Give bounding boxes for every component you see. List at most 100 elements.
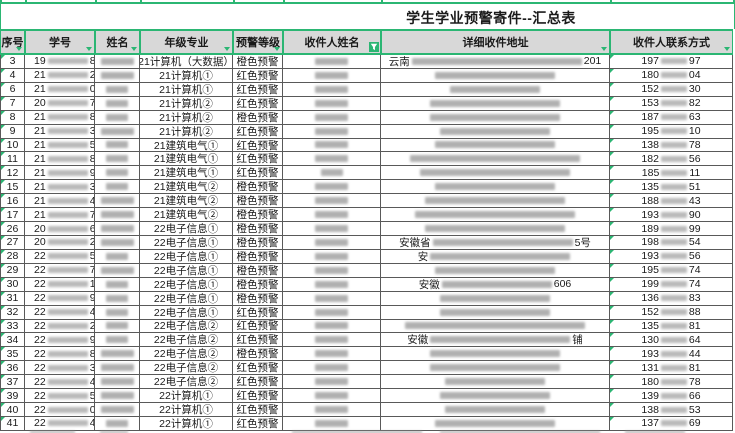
cell-name[interactable] bbox=[95, 291, 140, 306]
cell-name[interactable] bbox=[95, 333, 140, 348]
cell-phone[interactable]: 138 78 bbox=[610, 138, 733, 153]
cell-recipient[interactable] bbox=[283, 55, 381, 69]
cell-major[interactable]: 21建筑电气① bbox=[140, 152, 233, 167]
cell-phone[interactable]: 193 90 bbox=[610, 208, 733, 223]
cell-address[interactable]: 安徽省 5号 bbox=[381, 235, 610, 250]
filter-dropdown-arrow[interactable] bbox=[224, 47, 230, 51]
cell-address[interactable] bbox=[381, 138, 610, 153]
cell-address[interactable]: 云南 201 bbox=[381, 55, 610, 69]
cell-seq[interactable]: 36 bbox=[0, 361, 25, 376]
cell-seq[interactable]: 15 bbox=[0, 180, 25, 195]
cell-phone[interactable]: 138 53 bbox=[610, 403, 733, 417]
cell-major[interactable]: 21建筑电气② bbox=[140, 194, 233, 209]
cell-phone[interactable]: 131 81 bbox=[610, 361, 733, 376]
cell-address[interactable] bbox=[381, 110, 610, 125]
header-major[interactable]: 年级专业 bbox=[140, 31, 233, 53]
cell-seq[interactable]: 26 bbox=[0, 222, 25, 236]
cell-seq[interactable]: 33 bbox=[0, 319, 25, 334]
cell-student-id[interactable]: 21 8 bbox=[25, 110, 95, 125]
cell-name[interactable] bbox=[95, 305, 140, 320]
cell-phone[interactable]: 180 78 bbox=[610, 375, 733, 390]
cell-major[interactable]: 22电子信息② bbox=[140, 319, 233, 334]
cell-phone[interactable]: 188 43 bbox=[610, 194, 733, 209]
cell-warning-level[interactable]: 红色预警 bbox=[233, 361, 283, 376]
cell-seq[interactable]: 4 bbox=[0, 68, 25, 83]
cell-warning-level[interactable]: 橙色预警 bbox=[233, 277, 283, 292]
cell-student-id[interactable]: 21 5 bbox=[25, 138, 95, 153]
cell-recipient[interactable] bbox=[283, 235, 381, 250]
cell-warning-level[interactable]: 红色预警 bbox=[233, 319, 283, 334]
filter-dropdown-arrow[interactable] bbox=[16, 47, 22, 51]
cell-name[interactable] bbox=[95, 375, 140, 390]
cell-major[interactable]: 21计算机① bbox=[140, 82, 233, 97]
cell-recipient[interactable] bbox=[283, 361, 381, 376]
cell-phone[interactable]: 198 54 bbox=[610, 235, 733, 250]
cell-major[interactable]: 22电子信息① bbox=[140, 222, 233, 236]
cell-name[interactable] bbox=[95, 222, 140, 236]
cell-phone[interactable]: 199 74 bbox=[610, 277, 733, 292]
cell-student-id[interactable]: 20 6 bbox=[25, 222, 95, 236]
cell-seq[interactable]: 32 bbox=[0, 305, 25, 320]
filter-dropdown-arrow[interactable] bbox=[131, 47, 137, 51]
cell-address[interactable] bbox=[381, 416, 610, 431]
cell-name[interactable] bbox=[95, 347, 140, 362]
cell-student-id[interactable]: 21 0 bbox=[25, 82, 95, 97]
cell-seq[interactable]: 16 bbox=[0, 194, 25, 209]
cell-seq[interactable]: 7 bbox=[0, 96, 25, 111]
cell-phone[interactable]: 189 99 bbox=[610, 222, 733, 236]
cell-warning-level[interactable]: 橙色预警 bbox=[233, 263, 283, 278]
cell-recipient[interactable] bbox=[283, 305, 381, 320]
cell-warning-level[interactable]: 橙色预警 bbox=[233, 194, 283, 209]
cell-recipient[interactable] bbox=[283, 375, 381, 390]
cell-warning-level[interactable]: 红色预警 bbox=[233, 124, 283, 139]
cell-recipient[interactable] bbox=[283, 110, 381, 125]
cell-address[interactable] bbox=[381, 180, 610, 195]
cell-address[interactable] bbox=[381, 389, 610, 404]
cell-name[interactable] bbox=[95, 361, 140, 376]
cell-address[interactable] bbox=[381, 208, 610, 223]
cell-address[interactable] bbox=[381, 291, 610, 306]
cell-phone[interactable]: 197 97 bbox=[610, 55, 733, 69]
funnel-icon[interactable] bbox=[369, 42, 379, 52]
cell-student-id[interactable]: 20 2 bbox=[25, 235, 95, 250]
cell-address[interactable] bbox=[381, 82, 610, 97]
cell-major[interactable]: 21建筑电气① bbox=[140, 166, 233, 181]
cell-warning-level[interactable]: 橙色预警 bbox=[233, 208, 283, 223]
cell-recipient[interactable] bbox=[283, 347, 381, 362]
cell-student-id[interactable]: 22 5 bbox=[25, 389, 95, 404]
header-recipient[interactable]: 收件人姓名 bbox=[283, 31, 381, 53]
cell-major[interactable]: 22电子信息① bbox=[140, 291, 233, 306]
cell-student-id[interactable]: 22 3 bbox=[25, 361, 95, 376]
cell-name[interactable] bbox=[95, 403, 140, 417]
cell-warning-level[interactable]: 红色预警 bbox=[233, 82, 283, 97]
cell-recipient[interactable] bbox=[283, 389, 381, 404]
cell-warning-level[interactable]: 红色预警 bbox=[233, 152, 283, 167]
cell-major[interactable]: 22电子信息① bbox=[140, 263, 233, 278]
cell-recipient[interactable] bbox=[283, 166, 381, 181]
cell-major[interactable]: 22计算机① bbox=[140, 403, 233, 417]
cell-student-id[interactable]: 21 7 bbox=[25, 208, 95, 223]
filter-dropdown-arrow[interactable] bbox=[274, 47, 280, 51]
cell-seq[interactable]: 31 bbox=[0, 291, 25, 306]
cell-phone[interactable]: 136 83 bbox=[610, 291, 733, 306]
cell-student-id[interactable]: 22 8 bbox=[25, 347, 95, 362]
cell-name[interactable] bbox=[95, 152, 140, 167]
cell-warning-level[interactable]: 橙色预警 bbox=[233, 55, 283, 69]
cell-phone[interactable]: 135 51 bbox=[610, 180, 733, 195]
cell-address[interactable]: 安 bbox=[381, 249, 610, 264]
cell-recipient[interactable] bbox=[283, 82, 381, 97]
cell-seq[interactable]: 9 bbox=[0, 124, 25, 139]
cell-major[interactable]: 22电子信息① bbox=[140, 249, 233, 264]
cell-phone[interactable]: 130 64 bbox=[610, 333, 733, 348]
cell-student-id[interactable]: 22 1 bbox=[25, 277, 95, 292]
cell-phone[interactable]: 185 11 bbox=[610, 166, 733, 181]
cell-recipient[interactable] bbox=[283, 249, 381, 264]
cell-address[interactable] bbox=[381, 124, 610, 139]
cell-major[interactable]: 22电子信息② bbox=[140, 333, 233, 348]
cell-student-id[interactable]: 22 9 bbox=[25, 291, 95, 306]
cell-student-id[interactable]: 22 0 bbox=[25, 403, 95, 417]
cell-major[interactable]: 21建筑电气① bbox=[140, 138, 233, 153]
cell-recipient[interactable] bbox=[283, 333, 381, 348]
cell-recipient[interactable] bbox=[283, 208, 381, 223]
cell-name[interactable] bbox=[95, 96, 140, 111]
